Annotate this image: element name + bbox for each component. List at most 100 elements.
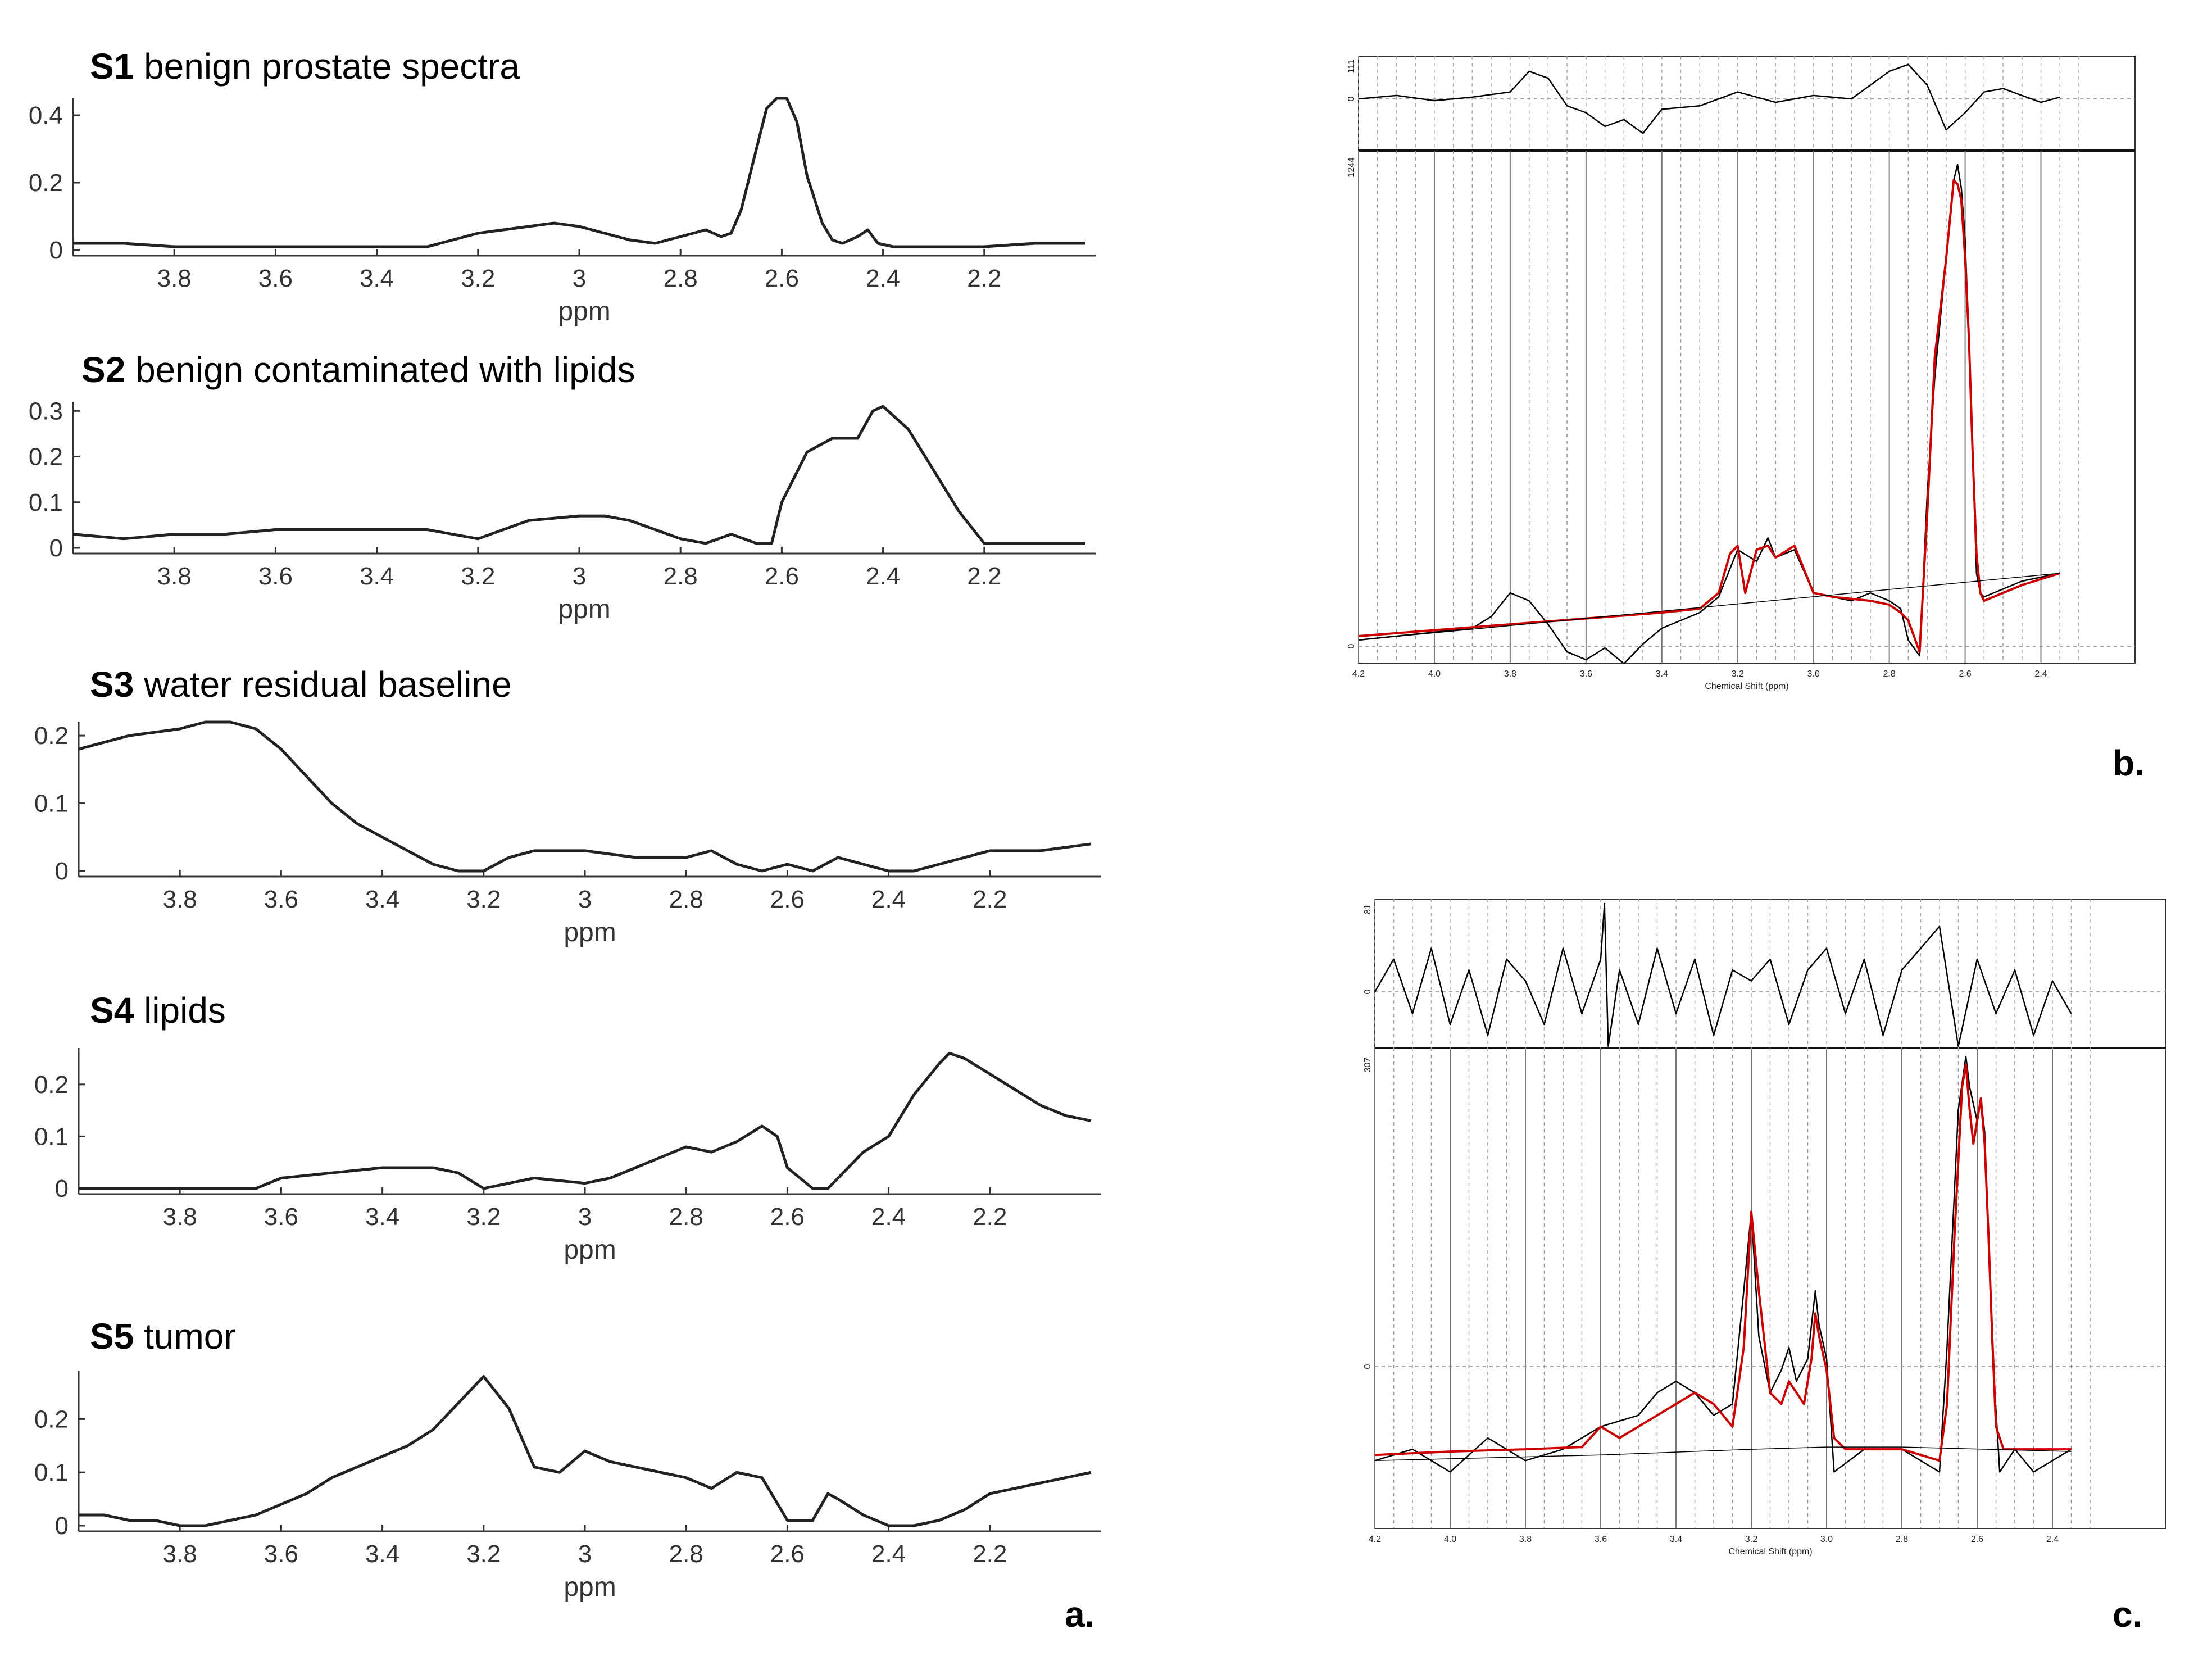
x-tick-label: 2.4 [871, 1203, 906, 1231]
x-tick-label: 2.6 [1959, 669, 1971, 679]
x-tick-label: 3.2 [461, 265, 495, 292]
x-tick-label: 3.4 [365, 1540, 399, 1568]
x-tick-label: 3 [578, 886, 592, 913]
y-tick-label: 0 [55, 1512, 69, 1540]
x-tick-label: 2.2 [973, 886, 1007, 913]
x-tick-label: 3.2 [1745, 1535, 1757, 1544]
chart-title-text: water residual baseline [134, 664, 511, 705]
x-tick-label: 3.4 [365, 1203, 399, 1231]
chart-title: S1 benign prostate spectra [90, 46, 520, 87]
x-tick-label: 3.4 [1656, 669, 1668, 679]
x-tick-label: 2.2 [973, 1540, 1007, 1568]
residual-line [1358, 63, 2060, 134]
x-axis-label: ppm [558, 297, 610, 326]
x-tick-label: 3.6 [264, 886, 298, 913]
x-tick-label: 3.8 [157, 562, 192, 590]
x-tick-label: 3.8 [1504, 669, 1516, 679]
x-tick-label: 4.0 [1428, 669, 1441, 679]
residual-zero-label: 0 [1363, 989, 1373, 994]
fit-line [1374, 1063, 2072, 1462]
x-tick-label: 3.0 [1807, 669, 1820, 679]
chart-title-bold: S4 [90, 990, 134, 1031]
x-tick-label: 3.0 [1820, 1535, 1833, 1544]
chart-title: S2 benign contaminated with lipids [81, 350, 635, 390]
x-tick-label: 3 [578, 1203, 592, 1231]
x-tick-label: 2.8 [664, 265, 698, 292]
x-axis-label: ppm [558, 595, 610, 624]
chart-title-text: benign contaminated with lipids [125, 350, 635, 390]
panel-c: 81 0 307 0 4.2 4.0 3.8 3.6 3.4 3.2 3.0 2.8 2.6 2.4 Che… [1363, 899, 2166, 1557]
x-tick-label: 3.6 [264, 1203, 298, 1231]
y-tick-label: 0 [49, 534, 63, 562]
x-tick-label: 2.4 [2046, 1535, 2059, 1544]
residual-zero-label: 0 [1347, 96, 1356, 101]
y-tick-label: 0.4 [29, 102, 63, 129]
x-tick-label: 3 [573, 562, 586, 590]
x-tick-label: 2.4 [866, 562, 900, 590]
y-tick-label: 0 [55, 1175, 69, 1203]
x-tick-label: 3.6 [258, 265, 293, 292]
x-tick-label: 3.8 [163, 1540, 197, 1568]
main-zero-label: 0 [1347, 643, 1356, 648]
spectrum-chart-s5: S5 tumor 3.8 3.6 3.4 3.2 3 2.8 2.6 2.4 2.2 0 0.1 0.2… [34, 1316, 1101, 1602]
x-tick-label: 4.2 [1369, 1535, 1381, 1544]
residual-max-label: 111 [1347, 60, 1356, 73]
panel-label-a: a. [1065, 1594, 1094, 1635]
x-tick-label: 3.6 [1580, 669, 1592, 679]
y-tick-label: 0.2 [29, 443, 63, 471]
baseline-line [1374, 1446, 2072, 1462]
x-axis-label: ppm [564, 1572, 616, 1602]
spectrum-line [72, 405, 1085, 545]
x-tick-label: 2.8 [1883, 669, 1896, 679]
spectrum-line [73, 97, 1085, 248]
fit-chart-b: 111 0 1244 0 4.2 4.0 3.8 3.6 3.4 3.2 3.0 2.8 2.6 2.4 C… [1347, 56, 2136, 691]
fit-chart-c: 81 0 307 0 4.2 4.0 3.8 3.6 3.4 3.2 3.0 2.8 2.6 2.4 Che… [1363, 899, 2166, 1557]
y-tick-label: 0.1 [34, 1459, 69, 1486]
spectrum-chart-s4: S4 lipids 3.8 3.6 3.4 3.2 3 2.8 2.6 2.4 2.2 0 0.1 0.… [34, 990, 1101, 1265]
x-tick-label: 3.2 [466, 1540, 501, 1568]
spectrum-line [79, 1375, 1092, 1527]
x-axis-label: Chemical Shift (ppm) [1728, 1547, 1812, 1557]
x-tick-label: 3.6 [258, 562, 293, 590]
x-tick-label: 3.4 [1670, 1535, 1682, 1544]
panel-b: 111 0 1244 0 4.2 4.0 3.8 3.6 3.4 3.2 3.0 2.8 2.6 2.4 C… [1347, 56, 2136, 691]
x-tick-label: 3 [578, 1540, 592, 1568]
x-tick-label: 3.4 [360, 562, 394, 590]
x-tick-label: 2.8 [664, 562, 698, 590]
x-tick-label: 2.8 [669, 1540, 703, 1568]
x-tick-label: 2.2 [967, 265, 1001, 292]
x-tick-label: 2.8 [669, 886, 703, 913]
fit-line [1358, 179, 2060, 653]
x-tick-label: 3.6 [1595, 1535, 1607, 1544]
x-tick-label: 2.6 [1971, 1535, 1983, 1544]
baseline-line [1358, 573, 2060, 641]
x-tick-label: 3.8 [163, 1203, 197, 1231]
spectrum-chart-s1: S1 benign prostate spectra 3.8 3.6 3.4 3.2 3 2… [29, 46, 1096, 326]
x-tick-label: 3.2 [1732, 669, 1744, 679]
x-tick-label: 2.6 [765, 562, 799, 590]
x-tick-label: 2.6 [765, 265, 799, 292]
chart-title: S4 lipids [90, 990, 226, 1031]
y-tick-label: 0.1 [34, 790, 69, 818]
x-tick-label: 2.8 [1896, 1535, 1908, 1544]
y-tick-label: 0.2 [34, 1405, 69, 1433]
x-tick-label: 4.0 [1444, 1535, 1456, 1544]
x-tick-label: 2.6 [770, 1540, 805, 1568]
chart-title-text: lipids [134, 990, 226, 1031]
x-axis-label: ppm [564, 1235, 616, 1265]
x-tick-label: 3.8 [1519, 1535, 1532, 1544]
spectrum-chart-s3: S3 water residual baseline 3.8 3.6 3.4 3.2 3 2… [34, 664, 1101, 947]
panel-label-c: c. [2113, 1594, 2142, 1635]
chart-title-bold: S3 [90, 664, 134, 705]
x-tick-label: 2.6 [770, 1203, 805, 1231]
x-tick-label: 3.8 [157, 265, 192, 292]
x-tick-label: 2.4 [871, 1540, 906, 1568]
x-tick-label: 2.4 [871, 886, 906, 913]
chart-title: S5 tumor [90, 1316, 236, 1357]
y-tick-label: 0.1 [34, 1123, 69, 1150]
x-tick-label: 4.2 [1352, 669, 1365, 679]
x-tick-label: 3.2 [466, 886, 501, 913]
y-tick-label: 0.3 [29, 397, 63, 425]
x-tick-label: 2.2 [973, 1203, 1007, 1231]
x-tick-label: 3 [573, 265, 586, 292]
